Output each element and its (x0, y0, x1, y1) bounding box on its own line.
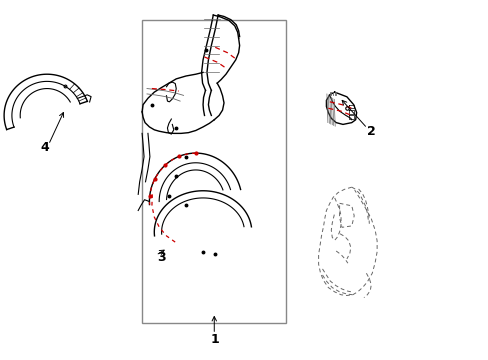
Text: 4: 4 (40, 141, 49, 154)
Text: 3: 3 (157, 251, 165, 264)
Text: 1: 1 (210, 333, 219, 346)
Bar (142, 21, 285, 323)
Text: 2: 2 (366, 125, 375, 138)
